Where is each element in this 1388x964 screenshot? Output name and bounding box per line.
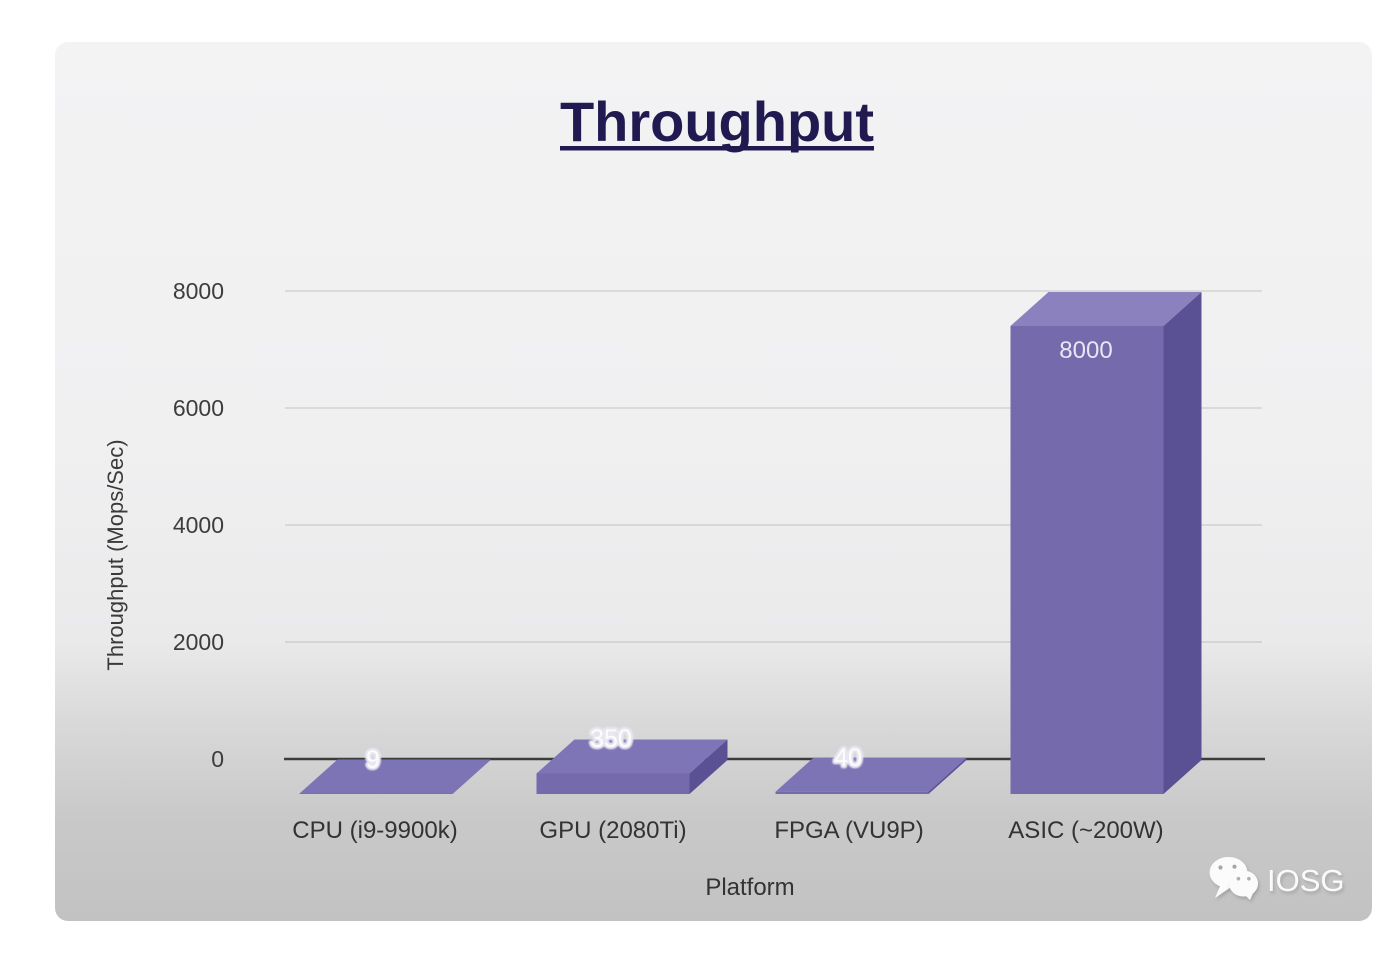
svg-text:0: 0 <box>211 746 224 772</box>
svg-text:350: 350 <box>590 725 632 753</box>
svg-text:8000: 8000 <box>1059 337 1112 364</box>
svg-text:FPGA (VU9P): FPGA (VU9P) <box>774 817 923 844</box>
svg-text:CPU (i9-9900k): CPU (i9-9900k) <box>292 817 457 844</box>
svg-text:GPU (2080Ti): GPU (2080Ti) <box>539 817 686 844</box>
svg-text:4000: 4000 <box>173 512 224 538</box>
svg-text:40: 40 <box>834 744 862 772</box>
svg-text:Throughput (Mops/Sec): Throughput (Mops/Sec) <box>103 439 128 670</box>
svg-text:Throughput: Throughput <box>560 90 874 153</box>
svg-text:ASIC (~200W): ASIC (~200W) <box>1008 817 1163 844</box>
svg-text:9: 9 <box>366 746 380 774</box>
svg-text:9: 9 <box>366 746 380 774</box>
svg-text:40: 40 <box>834 744 862 772</box>
svg-text:8000: 8000 <box>173 278 224 304</box>
svg-text:Platform: Platform <box>705 874 794 901</box>
svg-text:2000: 2000 <box>173 629 224 655</box>
svg-text:6000: 6000 <box>173 395 224 421</box>
svg-text:IOSG: IOSG <box>1267 863 1345 898</box>
svg-text:350: 350 <box>590 725 632 753</box>
